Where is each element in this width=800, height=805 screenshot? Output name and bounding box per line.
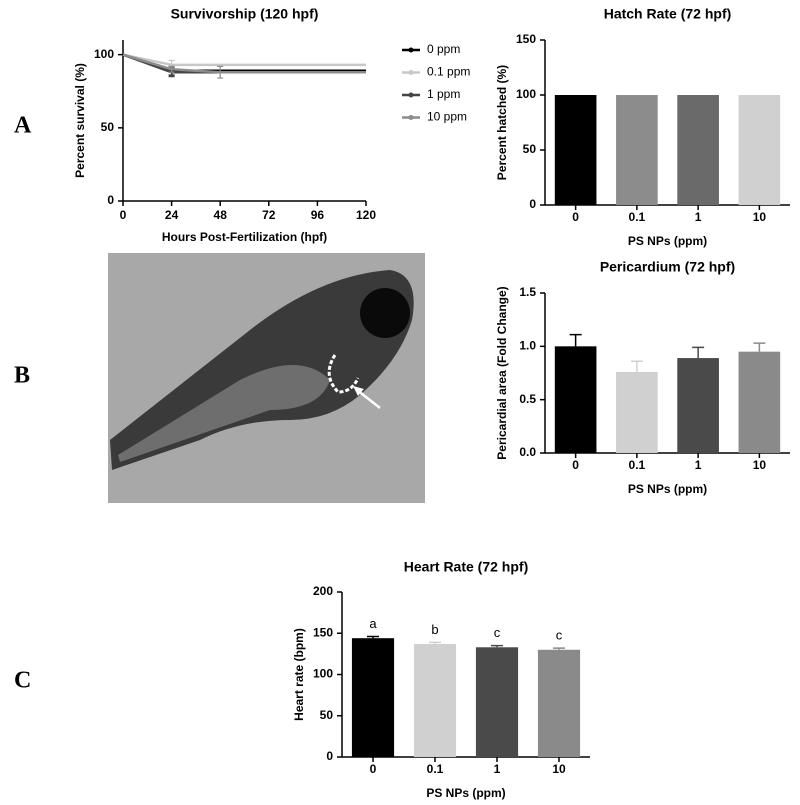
chart-title: Survivorship (120 hpf) [171, 6, 319, 22]
bar [677, 358, 719, 453]
series-line [122, 53, 366, 74]
chart-title: Hatch Rate (72 hpf) [604, 6, 732, 22]
y-tick-label: 1.0 [519, 339, 536, 353]
panel-letter: A [14, 113, 32, 139]
chart-title: Heart Rate (72 hpf) [404, 559, 528, 575]
x-tick-label: 0 [572, 210, 579, 224]
legend-text: 1 ppm [427, 87, 460, 101]
x-tick-label: 1 [695, 458, 702, 472]
x-tick-label: 0.1 [629, 210, 646, 224]
y-axis-label: Heart rate (bpm) [292, 628, 306, 721]
y-axis-label: Percent hatched (%) [495, 65, 509, 180]
error-bar [168, 65, 175, 73]
bar [616, 95, 658, 205]
x-tick-label: 1 [695, 210, 702, 224]
bar [616, 371, 658, 453]
x-tick-label: 1 [494, 762, 501, 776]
annotation: c [556, 628, 563, 643]
y-tick-label: 0 [107, 193, 114, 207]
bar [738, 351, 781, 453]
error-bar [217, 65, 224, 79]
x-tick-label: 0.1 [427, 762, 444, 776]
x-axis-label: PS NPs (ppm) [628, 234, 707, 248]
bar [554, 95, 597, 205]
bar [475, 647, 519, 757]
panel-letter: C [14, 668, 31, 694]
x-tick-label: 10 [753, 210, 767, 224]
y-tick-label: 150 [313, 625, 333, 639]
x-tick-label: 96 [311, 208, 325, 222]
bar [677, 95, 719, 205]
x-tick-label: 72 [262, 208, 276, 222]
x-tick-label: 0 [120, 208, 127, 222]
bar [351, 638, 395, 757]
panel-letter: B [14, 363, 30, 389]
y-tick-label: 50 [523, 142, 537, 156]
y-tick-label: 0 [326, 749, 333, 763]
y-tick-label: 150 [516, 32, 536, 46]
error-bar [692, 346, 705, 359]
x-tick-label: 10 [753, 458, 767, 472]
x-tick-label: 24 [165, 208, 179, 222]
error-bar [429, 641, 441, 644]
y-tick-label: 50 [320, 708, 334, 722]
legend-marker [408, 70, 414, 75]
legend-marker [408, 47, 414, 53]
annotation: a [369, 616, 377, 631]
error-bar [630, 360, 643, 372]
bar [537, 649, 581, 757]
annotation: b [431, 622, 438, 637]
legend-text: 0.1 ppm [427, 65, 470, 79]
chart-title: Pericardium (72 hpf) [600, 259, 735, 275]
y-tick-label: 100 [94, 47, 114, 61]
error-bar [491, 644, 503, 648]
y-tick-label: 1.5 [519, 285, 536, 299]
legend-marker [408, 92, 414, 98]
x-tick-label: 0 [572, 458, 579, 472]
error-bar [569, 333, 582, 347]
x-tick-label: 0.1 [629, 458, 646, 472]
x-axis-label: Hours Post-Fertilization (hpf) [162, 230, 327, 244]
y-tick-label: 0.0 [519, 445, 536, 459]
y-tick-label: 100 [516, 87, 536, 101]
x-tick-label: 120 [356, 208, 376, 222]
x-axis-label: PS NPs (ppm) [426, 786, 505, 800]
y-tick-label: 50 [101, 120, 115, 134]
y-axis-label: Percent survival (%) [73, 63, 87, 178]
y-tick-label: 0 [529, 197, 536, 211]
y-axis-label: Pericardial area (Fold Change) [495, 286, 509, 459]
legend-marker [408, 115, 414, 120]
error-bar [553, 647, 565, 650]
bar [738, 95, 781, 205]
bar [554, 346, 597, 453]
micrograph [108, 253, 425, 503]
series-line [122, 53, 366, 67]
y-tick-label: 0.5 [519, 392, 536, 406]
legend-text: 10 ppm [427, 110, 467, 124]
error-bar [753, 342, 766, 352]
annotation: c [494, 625, 501, 640]
x-tick-label: 0 [370, 762, 377, 776]
y-tick-label: 200 [313, 584, 333, 598]
x-tick-label: 10 [552, 762, 566, 776]
bar [413, 643, 457, 757]
x-axis-label: PS NPs (ppm) [628, 482, 707, 496]
y-tick-label: 100 [313, 667, 333, 681]
x-tick-label: 48 [214, 208, 228, 222]
legend-text: 0 ppm [427, 42, 460, 56]
error-bar [367, 635, 379, 639]
